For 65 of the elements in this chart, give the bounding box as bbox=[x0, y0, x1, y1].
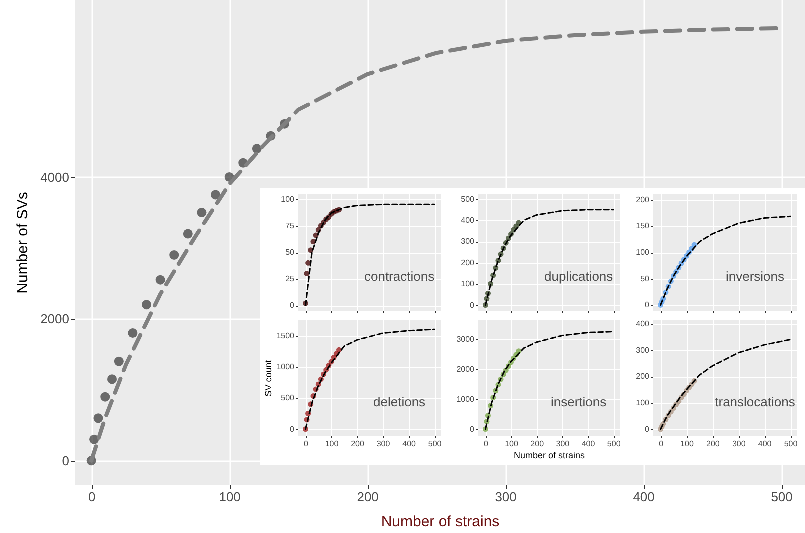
x-axis-title: Number of strains bbox=[514, 450, 586, 460]
y-tick-label: 200 bbox=[636, 195, 650, 204]
y-tick-label: 100 bbox=[281, 194, 296, 204]
y-tick-label: 300 bbox=[636, 346, 650, 355]
x-tick-label: 300 bbox=[495, 490, 517, 504]
annotation: inversions bbox=[726, 269, 785, 284]
x-tick-label: 200 bbox=[357, 490, 379, 504]
y-tick-label: 50 bbox=[640, 274, 650, 284]
y-tick-label: 100 bbox=[461, 280, 476, 289]
y-tick-label: 75 bbox=[286, 221, 296, 230]
x-tick-label: 500 bbox=[771, 490, 793, 504]
x-tick-label: 0 bbox=[484, 440, 489, 448]
y-tick-label: 0 bbox=[62, 453, 70, 468]
y-tick-label: 200 bbox=[461, 258, 476, 268]
x-tick-label: 400 bbox=[582, 440, 596, 448]
x-tick-label: 300 bbox=[732, 440, 746, 448]
x-tick-label: 200 bbox=[351, 440, 365, 448]
y-tick-label: 1000 bbox=[276, 362, 296, 372]
y-tick-label: 2000 bbox=[456, 364, 476, 374]
y-tick-label: 1500 bbox=[276, 331, 296, 340]
y-tick-label: 400 bbox=[636, 319, 650, 328]
x-tick-label: 200 bbox=[530, 440, 545, 448]
y-tick-label: 2000 bbox=[40, 312, 70, 327]
y-tick-label: 1000 bbox=[456, 394, 476, 404]
y-tick-label: 500 bbox=[461, 194, 476, 204]
y-tick-label: 50 bbox=[286, 248, 296, 257]
y-tick-label: 4000 bbox=[40, 170, 70, 185]
y-tick-label: 100 bbox=[636, 248, 650, 257]
x-tick-label: 100 bbox=[219, 490, 241, 504]
annotation: insertions bbox=[551, 394, 608, 410]
y-axis-title: SV count bbox=[264, 360, 274, 397]
x-tick-label: 0 bbox=[659, 440, 664, 448]
x-tick-label: 400 bbox=[402, 440, 417, 448]
annotation: translocations bbox=[715, 394, 796, 410]
y-tick-label: 200 bbox=[636, 372, 650, 382]
annotation: deletions bbox=[374, 394, 426, 410]
x-tick-label: 500 bbox=[784, 440, 798, 448]
y-axis-title: Number of SVs bbox=[14, 192, 32, 294]
y-tick-label: 25 bbox=[286, 274, 296, 284]
y-tick-label: 100 bbox=[636, 398, 650, 408]
x-tick-label: 100 bbox=[505, 440, 519, 448]
y-tick-label: 3000 bbox=[456, 334, 476, 344]
y-tick-label: 300 bbox=[461, 237, 476, 246]
x-tick-label: 500 bbox=[428, 440, 442, 448]
y-tick-label: 0 bbox=[470, 300, 476, 310]
y-tick-label: 0 bbox=[470, 424, 476, 434]
y-tick-label: 500 bbox=[281, 394, 296, 403]
x-tick-label: 100 bbox=[680, 440, 694, 448]
y-tick-label: 150 bbox=[636, 222, 650, 231]
y-tick-label: 0 bbox=[290, 301, 296, 310]
x-tick-label: 400 bbox=[758, 440, 772, 448]
annotation: duplications bbox=[544, 269, 614, 284]
x-tick-label: 0 bbox=[304, 440, 310, 448]
x-tick-label: 300 bbox=[556, 440, 570, 448]
y-tick-label: 0 bbox=[645, 424, 650, 434]
x-tick-label: 500 bbox=[607, 440, 622, 448]
y-tick-label: 0 bbox=[290, 424, 296, 434]
x-tick-label: 100 bbox=[325, 440, 340, 448]
x-tick-label: 0 bbox=[88, 490, 96, 504]
annotation: contractions bbox=[364, 269, 436, 284]
x-tick-label: 300 bbox=[376, 440, 391, 448]
x-tick-label: 200 bbox=[706, 440, 720, 448]
y-tick-label: 0 bbox=[645, 300, 650, 310]
y-tick-label: 400 bbox=[461, 216, 476, 225]
x-axis-title: Number of strains bbox=[381, 514, 500, 530]
